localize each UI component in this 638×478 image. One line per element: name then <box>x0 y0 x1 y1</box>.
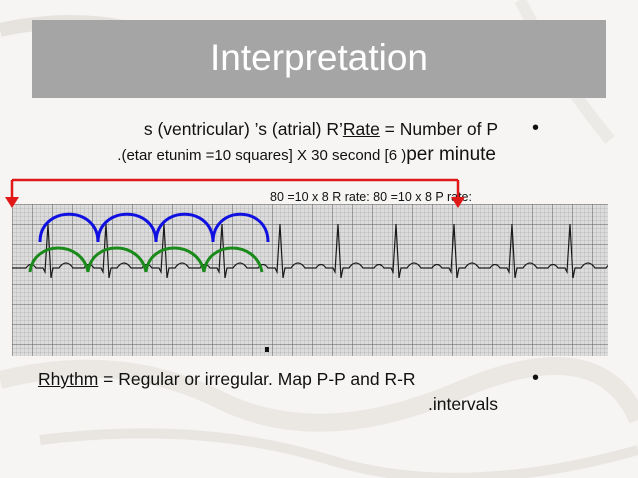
rr-arc <box>154 212 215 243</box>
rr-interval-arcs <box>38 212 270 243</box>
ecg-strip <box>12 204 608 356</box>
rate-line-2: .(etar etunim =10 squares] X 30 second [… <box>117 143 496 167</box>
title-bar <box>32 20 606 98</box>
arrow-down-icon <box>5 197 19 208</box>
rate-line-2-a: .(etar etunim =10 squares] X 30 second [… <box>117 147 407 164</box>
bullet-marker-rhythm: • <box>532 367 540 389</box>
rate-line-1-post: = Number of P <box>379 119 498 139</box>
arrow-down-icon <box>451 197 465 208</box>
ecg-grid <box>12 204 608 356</box>
rate-line-2-b: per minute <box>406 144 496 165</box>
ecg-annotations <box>5 178 465 273</box>
rhythm-line-2: .intervals <box>427 394 498 414</box>
pp-interval-arcs <box>28 246 264 273</box>
rr-arc <box>96 212 158 243</box>
rate-keyword: Rate <box>342 119 380 139</box>
rr-arc <box>211 212 270 243</box>
pp-arc <box>202 246 264 273</box>
rate-line-1: s (ventricular) ’s (atrial) R’Rate = Num… <box>144 118 498 140</box>
bullet-marker-rate: • <box>532 117 540 139</box>
rate-calculation-note: 80 =10 x 8 R rate: 80 =10 x 8 P rate: <box>270 190 472 204</box>
slide-dot <box>265 347 269 352</box>
rhythm-line-1-post: = Regular or irregular. Map P-P and R-R <box>98 369 416 389</box>
rr-arc <box>38 212 100 243</box>
pp-arc <box>144 246 206 273</box>
rhythm-keyword: Rhythm <box>38 369 99 389</box>
rhythm-line-1: Rhythm = Regular or irregular. Map P-P a… <box>38 368 416 390</box>
pp-arc <box>86 246 148 273</box>
ecg-trace <box>12 223 608 279</box>
slide-title: Interpretation <box>209 37 429 78</box>
rate-line-1-pre: s (ventricular) ’s (atrial) R’ <box>143 119 343 139</box>
measurement-bracket <box>5 178 465 208</box>
pp-arc <box>28 246 90 273</box>
